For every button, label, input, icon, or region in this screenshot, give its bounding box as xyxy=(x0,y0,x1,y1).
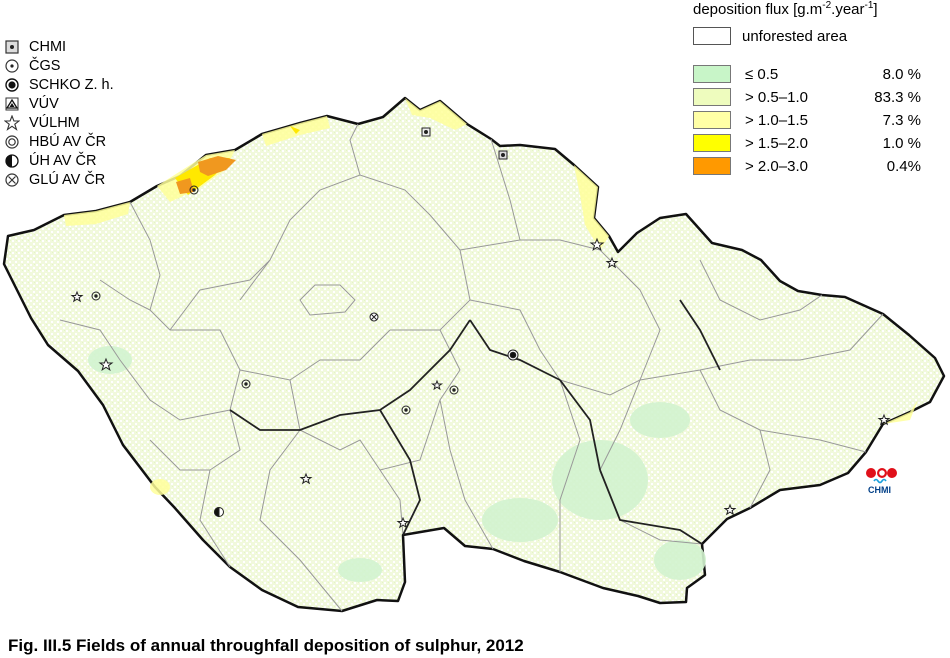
vulhm-station-marker[interactable] xyxy=(70,237,891,529)
legend-label: VÚLHM xyxy=(29,114,80,131)
double-circle-icon xyxy=(5,134,19,149)
legend-item-schko: SCHKO Z. h. xyxy=(4,75,114,94)
class-swatch xyxy=(693,111,731,129)
legend-label: SCHKO Z. h. xyxy=(29,76,114,93)
class-swatch xyxy=(693,157,731,175)
deposition-legend: ≤ 0.5 8.0 % > 0.5–1.0 83.3 % > 1.0–1.5 7… xyxy=(693,64,925,179)
unforested-label: unforested area xyxy=(742,27,848,45)
class-swatch xyxy=(693,134,731,152)
legend-class-row: > 0.5–1.0 83.3 % xyxy=(693,87,925,107)
deposition-legend-title: deposition flux [g.m-2.year-1] xyxy=(693,0,878,18)
legend-class-row: > 2.0–3.0 0.4% xyxy=(693,156,925,176)
cgs-station-marker[interactable] xyxy=(401,405,411,415)
class-label: > 1.5–2.0 xyxy=(745,134,808,152)
class-percent: 0.4% xyxy=(886,157,921,175)
cgs-station-marker[interactable] xyxy=(241,379,251,389)
legend-item-uh: ÚH AV ČR xyxy=(4,151,114,170)
square-dot-icon xyxy=(5,39,19,54)
station-markers xyxy=(70,127,891,529)
logo-text: CHMI xyxy=(868,485,891,495)
class-label: > 0.5–1.0 xyxy=(745,88,808,106)
legend-item-vulhm: VÚLHM xyxy=(4,113,114,132)
legend-item-unforested: unforested area xyxy=(693,27,847,45)
star-icon xyxy=(4,114,20,131)
region-boundaries xyxy=(59,123,884,612)
crossed-circle-icon xyxy=(5,172,19,187)
chmi-station-marker[interactable] xyxy=(421,127,431,137)
cgs-station-marker[interactable] xyxy=(449,385,459,395)
figure-caption: Fig. III.5 Fields of annual throughfall … xyxy=(8,636,524,655)
class-percent: 1.0 % xyxy=(882,134,921,152)
triangle-in-square-icon xyxy=(5,97,19,110)
class-swatch xyxy=(693,88,731,106)
legend-label: ČGS xyxy=(29,57,61,74)
legend-item-vuv: VÚV xyxy=(4,94,114,113)
cgs-station-marker[interactable] xyxy=(91,291,101,301)
filled-dot-circle-icon xyxy=(5,77,19,92)
station-legend: CHMI ČGS SCHKO Z. h. VÚV VÚLHM xyxy=(4,37,114,189)
legend-label: HBÚ AV ČR xyxy=(29,133,107,150)
glu-station-marker[interactable] xyxy=(369,312,379,322)
country-outline xyxy=(2,96,946,613)
legend-item-hbu: HBÚ AV ČR xyxy=(4,132,114,151)
legend-item-cgs: ČGS xyxy=(4,56,114,75)
legend-label: GLÚ AV ČR xyxy=(29,171,106,188)
class-percent: 8.0 % xyxy=(882,65,921,83)
legend-class-row: ≤ 0.5 8.0 % xyxy=(693,64,925,84)
logo-mark xyxy=(866,468,897,484)
legend-label: VÚV xyxy=(29,95,59,112)
legend-class-row: > 1.5–2.0 1.0 % xyxy=(693,133,925,153)
circle-dot-icon xyxy=(5,58,19,73)
legend-item-glu: GLÚ AV ČR xyxy=(4,170,114,189)
legend-item-chmi: CHMI xyxy=(4,37,114,56)
half-filled-circle-icon xyxy=(5,153,19,168)
legend-label: ÚH AV ČR xyxy=(29,152,97,169)
class-label: ≤ 0.5 xyxy=(745,65,779,83)
legend-label: CHMI xyxy=(29,38,67,55)
chmi-station-marker[interactable] xyxy=(498,150,508,160)
unforested-swatch xyxy=(693,27,731,45)
class-percent: 83.3 % xyxy=(874,88,921,106)
legend-class-row: > 1.0–1.5 7.3 % xyxy=(693,110,925,130)
schko-station-marker[interactable] xyxy=(507,349,519,361)
low-deposition-areas xyxy=(88,346,706,582)
chmi-logo: CHMI xyxy=(862,466,902,498)
regional-boundaries xyxy=(229,299,721,545)
class-label: > 2.0–3.0 xyxy=(745,157,808,175)
class-percent: 7.3 % xyxy=(882,111,921,129)
cgs-station-marker[interactable] xyxy=(189,185,199,195)
ujh-station-marker[interactable] xyxy=(214,506,224,518)
class-label: > 1.0–1.5 xyxy=(745,111,808,129)
class-swatch xyxy=(693,65,731,83)
